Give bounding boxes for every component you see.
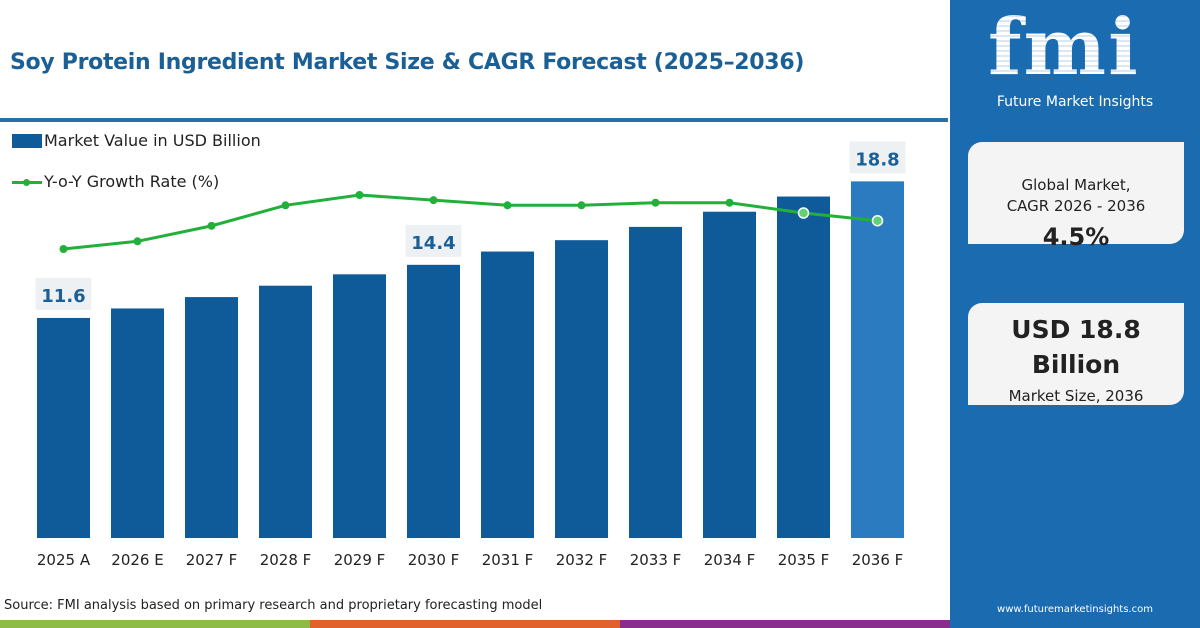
bar xyxy=(777,196,830,539)
data-label: 18.8 xyxy=(855,149,899,170)
x-tick-label: 2031 F xyxy=(482,551,534,569)
x-tick-label: 2027 F xyxy=(186,551,238,569)
x-tick-label: 2030 F xyxy=(408,551,460,569)
legend-item-line: Y-o-Y Growth Rate (%) xyxy=(12,172,219,191)
x-tick-label: 2029 F xyxy=(334,551,386,569)
chart-plot: 2025 A 11.6 2026 E 2027 F 2028 F 2029 F 2030 F… xyxy=(35,141,906,569)
fmi-logo: fmi xyxy=(988,2,1140,93)
legend-label-bar: Market Value in USD Billion xyxy=(44,131,261,150)
x-tick-label: 2032 F xyxy=(556,551,608,569)
growth-point xyxy=(651,198,660,207)
strip-orange xyxy=(310,620,620,628)
cagr-value: 4.5% xyxy=(1042,223,1110,251)
chart-title: Soy Protein Ingredient Market Size & CAG… xyxy=(10,50,805,75)
data-label-bg xyxy=(849,141,906,174)
growth-line xyxy=(63,193,878,251)
cagr-card: Global Market, CAGR 2026 - 2036 4.5% xyxy=(968,142,1184,251)
size-value-1: USD 18.8 xyxy=(1011,315,1141,344)
growth-point xyxy=(133,237,142,246)
title-divider xyxy=(0,118,948,122)
market-size-card: USD 18.8 Billion Market Size, 2036 xyxy=(968,303,1184,405)
x-tick-label: 2034 F xyxy=(704,551,756,569)
cagr-label-2: CAGR 2026 - 2036 xyxy=(1006,197,1146,215)
growth-point xyxy=(207,221,216,230)
bar xyxy=(851,181,904,538)
bar xyxy=(111,308,164,538)
website-url: www.futuremarketinsights.com xyxy=(997,604,1153,615)
growth-point xyxy=(577,201,586,210)
x-tick-label: 2036 F xyxy=(852,551,904,569)
x-tick-label: 2025 A xyxy=(37,551,91,569)
growth-point xyxy=(503,201,512,210)
strip-green xyxy=(0,620,310,628)
cagr-label-1: Global Market, xyxy=(1021,176,1131,194)
size-label: Market Size, 2036 xyxy=(1008,387,1144,405)
source-note: Source: FMI analysis based on primary re… xyxy=(4,598,543,613)
bar xyxy=(555,240,608,538)
bar xyxy=(703,211,756,538)
growth-point xyxy=(429,196,438,205)
growth-point xyxy=(871,214,884,227)
growth-point xyxy=(355,191,364,199)
growth-point xyxy=(725,198,734,207)
bar xyxy=(185,297,238,538)
bar xyxy=(333,274,386,538)
data-label-bg xyxy=(405,224,462,257)
logo-subtitle: Future Market Insights xyxy=(996,94,1154,110)
bar-swatch xyxy=(12,133,42,148)
line-swatch xyxy=(12,175,42,189)
bar xyxy=(629,226,682,538)
bar xyxy=(407,264,460,538)
bar xyxy=(37,317,90,538)
strip-purple xyxy=(620,620,950,628)
data-label: 14.4 xyxy=(411,233,455,254)
legend-label-line: Y-o-Y Growth Rate (%) xyxy=(44,172,220,191)
size-value-2: Billion xyxy=(1031,350,1121,379)
data-label-bg xyxy=(35,277,92,310)
growth-point xyxy=(281,201,290,210)
x-tick-label: 2026 E xyxy=(111,551,163,569)
growth-point xyxy=(59,245,68,253)
x-tick-label: 2035 F xyxy=(778,551,830,569)
bar xyxy=(481,251,534,539)
legend-item-bar: Market Value in USD Billion xyxy=(12,131,261,150)
x-tick-label: 2028 F xyxy=(260,551,312,569)
x-tick-label: 2033 F xyxy=(630,551,682,569)
growth-point xyxy=(797,207,810,219)
data-label: 11.6 xyxy=(41,286,85,307)
summary-panel: fmi Future Market Insights Global Market… xyxy=(950,0,1200,628)
bar xyxy=(259,285,312,538)
